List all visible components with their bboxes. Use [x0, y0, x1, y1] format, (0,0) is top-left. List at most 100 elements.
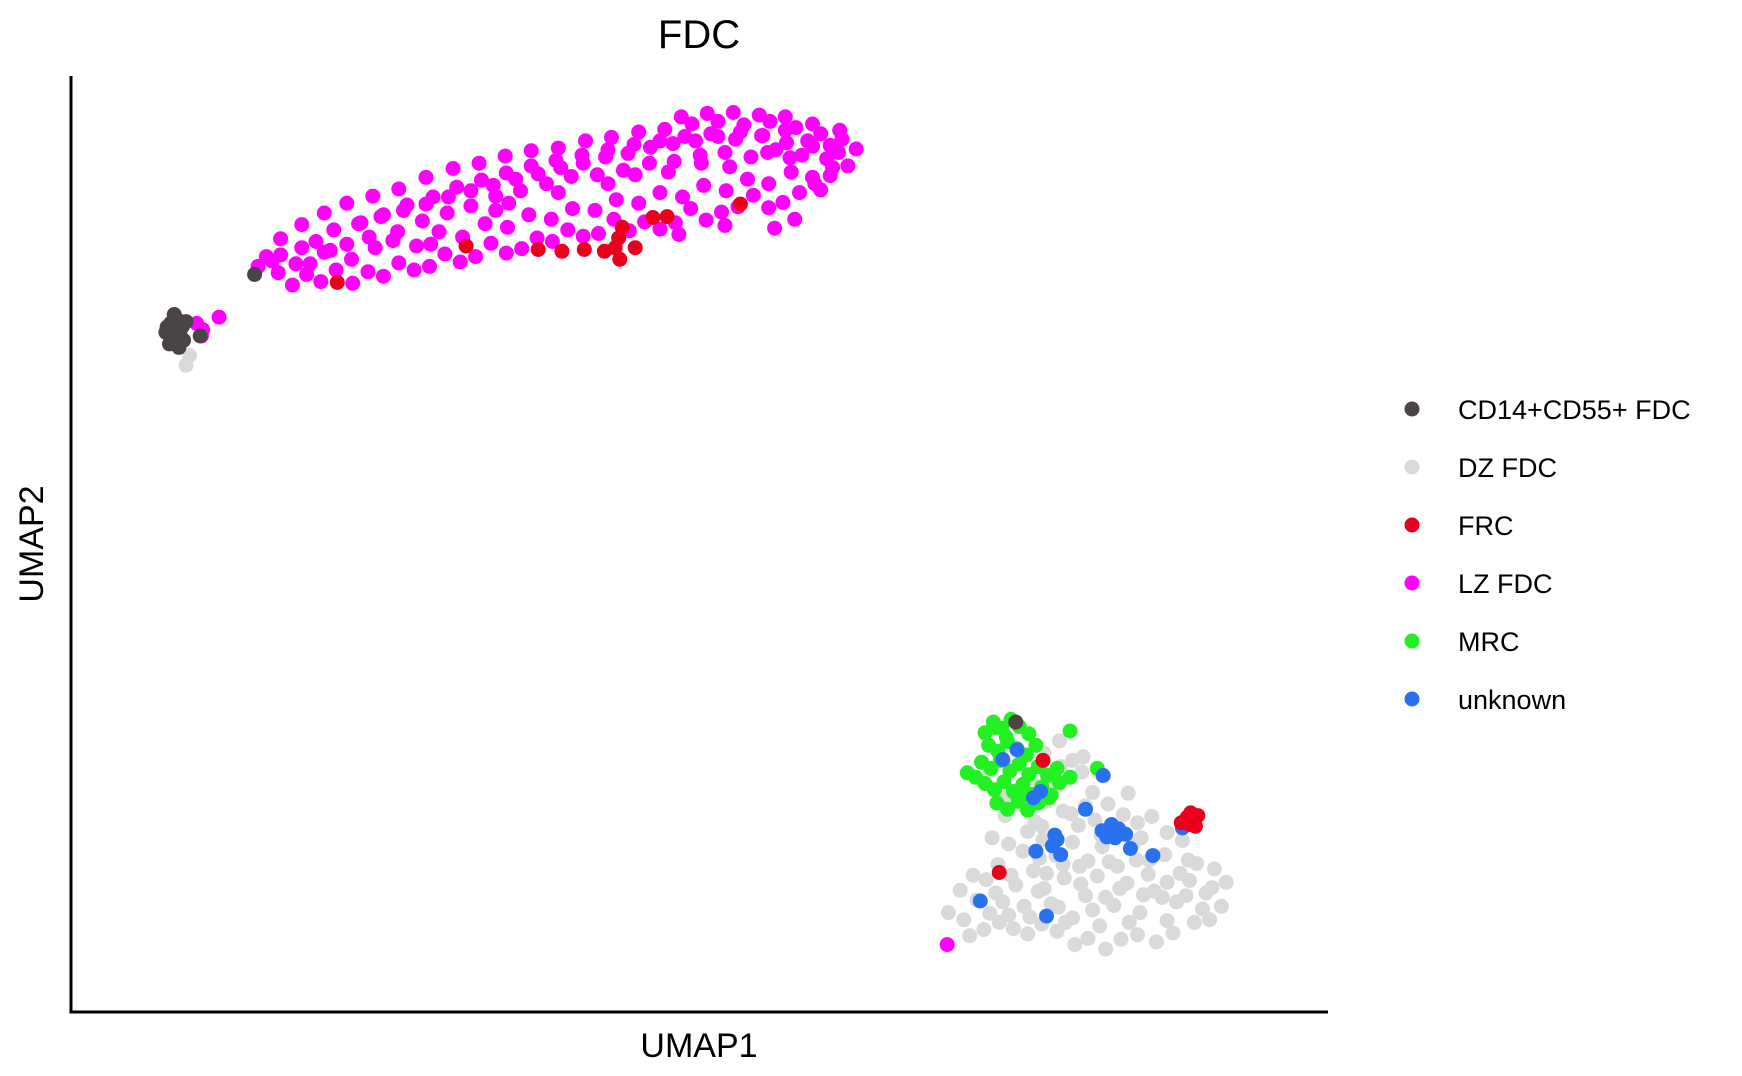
- data-point: [1020, 824, 1036, 840]
- data-point: [1005, 921, 1021, 937]
- data-point: [1062, 723, 1078, 739]
- data-point: [1053, 847, 1069, 863]
- data-point: [972, 893, 988, 909]
- data-point: [1130, 815, 1145, 831]
- data-point: [1159, 874, 1175, 890]
- data-point: [440, 189, 456, 205]
- data-point: [431, 224, 447, 240]
- data-point: [982, 906, 998, 921]
- data-point: [1112, 881, 1128, 896]
- data-point: [1065, 834, 1080, 850]
- data-point: [743, 149, 759, 165]
- data-point: [956, 912, 972, 928]
- data-point: [1206, 861, 1222, 877]
- data-point: [1100, 796, 1116, 812]
- data-point: [406, 262, 422, 278]
- data-point: [345, 275, 361, 291]
- data-point: [717, 218, 733, 233]
- data-point: [409, 238, 424, 254]
- data-point: [1011, 756, 1027, 772]
- data-point: [1028, 737, 1044, 753]
- data-point: [589, 167, 605, 183]
- data-point: [1213, 898, 1229, 914]
- data-point: [498, 245, 514, 261]
- data-point: [645, 210, 661, 225]
- data-point: [339, 195, 355, 211]
- data-point: [452, 254, 468, 270]
- data-point: [604, 129, 619, 145]
- data-point: [1067, 937, 1083, 953]
- data-point: [1218, 874, 1234, 890]
- data-point: [322, 242, 338, 258]
- data-point: [614, 219, 630, 235]
- data-point: [477, 216, 493, 232]
- data-point: [501, 195, 517, 211]
- series-cd14-cd55-fdc: [158, 266, 1024, 730]
- data-point: [984, 830, 1000, 846]
- data-point: [805, 116, 820, 132]
- data-point: [1172, 865, 1188, 881]
- data-point: [463, 198, 479, 214]
- data-point: [1039, 865, 1054, 881]
- data-point: [365, 188, 381, 204]
- data-point: [543, 211, 559, 227]
- data-point: [1043, 896, 1059, 912]
- data-point: [761, 176, 777, 192]
- data-point: [1001, 907, 1017, 923]
- data-point: [1052, 733, 1067, 749]
- data-point: [396, 202, 411, 218]
- data-point: [792, 185, 807, 201]
- data-point: [1113, 931, 1129, 947]
- data-point: [794, 147, 810, 163]
- data-point: [725, 105, 741, 120]
- data-point: [373, 209, 389, 225]
- data-point: [1132, 905, 1148, 921]
- data-point: [328, 262, 344, 278]
- data-point: [530, 166, 546, 182]
- data-point: [1198, 885, 1214, 901]
- data-point: [732, 124, 748, 140]
- data-point: [710, 129, 726, 144]
- data-point: [1154, 889, 1170, 905]
- data-point: [1140, 866, 1156, 882]
- data-point: [1145, 848, 1161, 864]
- data-point: [270, 265, 286, 281]
- data-point: [600, 176, 616, 192]
- data-point: [627, 240, 643, 256]
- data-point: [1159, 825, 1175, 840]
- data-point: [631, 124, 647, 140]
- points-layer: [158, 105, 1234, 957]
- series-frc: [329, 196, 1206, 880]
- data-point: [1180, 852, 1196, 868]
- data-point: [684, 116, 700, 132]
- data-point: [696, 177, 712, 193]
- data-point: [608, 192, 624, 208]
- data-point: [787, 211, 803, 227]
- data-point: [620, 145, 636, 161]
- data-point: [652, 185, 668, 201]
- x-axis-title: UMAP1: [640, 1027, 757, 1065]
- data-point: [962, 928, 978, 944]
- legend-key: [1404, 691, 1420, 707]
- data-point: [471, 155, 487, 171]
- data-point: [591, 226, 606, 241]
- data-point: [800, 133, 816, 149]
- data-point: [1159, 913, 1175, 929]
- data-point: [710, 113, 726, 129]
- data-point: [988, 885, 1004, 901]
- legend-label: FRC: [1458, 511, 1514, 541]
- data-point: [755, 128, 771, 144]
- data-point: [313, 274, 329, 290]
- data-point: [775, 194, 791, 210]
- data-point: [825, 160, 841, 176]
- data-point: [483, 235, 499, 251]
- data-point: [718, 183, 734, 199]
- data-point: [978, 872, 994, 888]
- data-point: [329, 274, 345, 290]
- data-point: [326, 222, 342, 238]
- data-point: [544, 234, 560, 249]
- data-point: [840, 158, 856, 174]
- data-point: [722, 159, 738, 175]
- series-dz-fdc: [178, 347, 1234, 957]
